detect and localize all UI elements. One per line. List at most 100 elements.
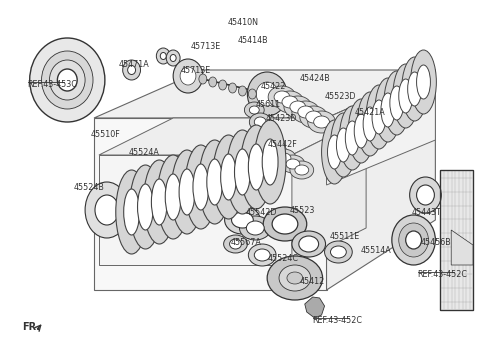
Text: 45523D: 45523D [324, 92, 356, 101]
Ellipse shape [336, 128, 350, 162]
Ellipse shape [221, 154, 237, 200]
Ellipse shape [248, 144, 264, 190]
Ellipse shape [409, 177, 441, 213]
Ellipse shape [402, 57, 428, 121]
Ellipse shape [372, 100, 386, 134]
Text: 45511E: 45511E [329, 232, 360, 241]
Ellipse shape [151, 179, 167, 225]
Ellipse shape [322, 120, 348, 184]
Polygon shape [326, 70, 435, 290]
Ellipse shape [410, 50, 436, 114]
Ellipse shape [357, 92, 383, 156]
Ellipse shape [324, 241, 352, 263]
Ellipse shape [244, 102, 264, 118]
Polygon shape [99, 155, 292, 265]
Ellipse shape [399, 79, 413, 113]
Ellipse shape [199, 140, 230, 224]
Ellipse shape [331, 113, 356, 177]
Ellipse shape [209, 77, 216, 87]
Polygon shape [451, 230, 473, 265]
Bar [440, 170, 473, 310]
Ellipse shape [49, 60, 85, 100]
Text: 45421A: 45421A [354, 108, 385, 117]
Ellipse shape [227, 130, 258, 214]
Ellipse shape [274, 91, 290, 103]
Text: FR.: FR. [22, 322, 40, 332]
Text: REF.43-453C: REF.43-453C [28, 80, 78, 89]
Ellipse shape [262, 139, 278, 185]
Ellipse shape [231, 212, 253, 228]
Ellipse shape [179, 169, 195, 215]
Ellipse shape [58, 69, 77, 91]
Ellipse shape [262, 126, 272, 134]
Ellipse shape [225, 206, 260, 234]
Ellipse shape [339, 106, 365, 170]
Ellipse shape [246, 221, 264, 235]
Text: 45424B: 45424B [300, 74, 331, 83]
Ellipse shape [331, 246, 346, 258]
Ellipse shape [299, 236, 319, 252]
Ellipse shape [213, 135, 244, 219]
Ellipse shape [171, 150, 203, 234]
Ellipse shape [354, 114, 368, 148]
Ellipse shape [30, 38, 105, 122]
Ellipse shape [292, 101, 320, 123]
Ellipse shape [42, 51, 93, 109]
Ellipse shape [85, 182, 129, 238]
Polygon shape [326, 70, 435, 185]
Text: 45410N: 45410N [228, 18, 259, 27]
Ellipse shape [224, 235, 247, 253]
Text: REF.43-452C: REF.43-452C [418, 270, 468, 279]
Ellipse shape [254, 120, 286, 204]
Ellipse shape [284, 96, 312, 118]
Ellipse shape [128, 66, 135, 74]
Text: 45524B: 45524B [73, 183, 104, 192]
Ellipse shape [272, 149, 296, 167]
Polygon shape [305, 297, 324, 318]
Ellipse shape [390, 86, 404, 120]
Text: 45713E: 45713E [181, 66, 211, 75]
Polygon shape [94, 118, 326, 290]
Ellipse shape [124, 189, 140, 235]
Ellipse shape [144, 160, 175, 244]
Ellipse shape [193, 164, 209, 210]
Ellipse shape [287, 272, 303, 284]
Ellipse shape [366, 85, 392, 149]
Ellipse shape [116, 170, 147, 254]
Ellipse shape [272, 214, 298, 234]
Ellipse shape [268, 147, 282, 157]
Ellipse shape [295, 165, 309, 175]
Ellipse shape [170, 54, 176, 61]
Ellipse shape [249, 106, 259, 114]
Ellipse shape [130, 165, 161, 249]
Ellipse shape [276, 91, 304, 113]
Ellipse shape [239, 86, 246, 96]
Ellipse shape [268, 86, 296, 108]
Text: 45443T: 45443T [412, 208, 442, 217]
Ellipse shape [300, 106, 327, 128]
Ellipse shape [235, 149, 251, 195]
Ellipse shape [384, 71, 409, 135]
Ellipse shape [408, 72, 421, 106]
Ellipse shape [290, 101, 306, 113]
Ellipse shape [219, 80, 227, 90]
Text: 45442F: 45442F [267, 140, 297, 149]
Text: 45524A: 45524A [129, 148, 159, 157]
Ellipse shape [160, 53, 166, 60]
Ellipse shape [240, 216, 271, 240]
Ellipse shape [277, 153, 291, 163]
Text: 45524C: 45524C [267, 254, 298, 263]
Ellipse shape [282, 96, 298, 108]
Ellipse shape [286, 159, 300, 169]
Ellipse shape [375, 78, 401, 142]
Text: 45523: 45523 [290, 206, 315, 215]
Ellipse shape [298, 106, 313, 118]
Ellipse shape [207, 159, 223, 205]
Ellipse shape [345, 121, 359, 155]
Ellipse shape [95, 195, 119, 225]
Ellipse shape [254, 117, 266, 127]
Text: 45471A: 45471A [119, 60, 149, 69]
Ellipse shape [248, 89, 256, 99]
Text: 45567A: 45567A [230, 238, 262, 247]
Ellipse shape [290, 161, 313, 179]
